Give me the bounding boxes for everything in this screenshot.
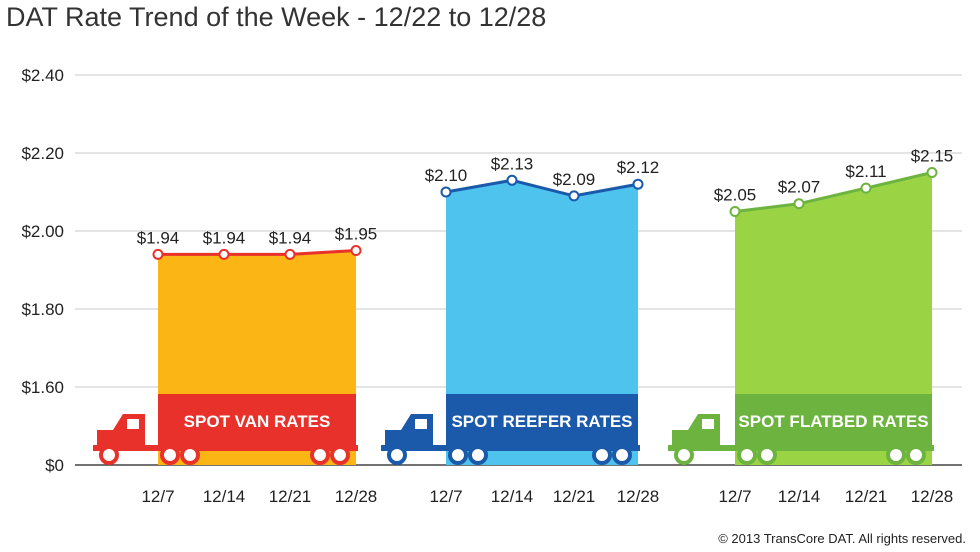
x-tick-label: 12/14 [778,487,821,506]
wheel-icon [592,445,612,465]
wheel-icon [160,445,180,465]
banner-label: SPOT REEFER RATES [451,412,632,431]
truck-icon [381,414,640,451]
data-label: $2.10 [425,166,468,185]
area-fill [735,172,932,465]
data-point [568,190,580,202]
copyright-notice: © 2013 TransCore DAT. All rights reserve… [718,531,966,546]
wheel-icon [180,445,200,465]
trailer-banner [446,394,638,447]
data-label: $2.11 [845,162,886,181]
wheel-icon [387,445,407,465]
x-tick-label: 12/21 [845,487,888,506]
x-tick-label: 12/14 [203,487,246,506]
x-tick-label: 12/21 [553,487,596,506]
banner-label: SPOT VAN RATES [184,412,331,431]
data-point [152,248,164,260]
data-point [926,167,938,178]
y-tick-label: $2.00 [21,222,64,241]
panel-reefer: $2.10 $2.13 $2.09 $2.12 12/7 12/14 12/21 12/28 S… [381,154,659,506]
wheel-icon [737,445,757,465]
data-label: $1.94 [137,228,180,247]
wheel-icon [674,445,694,465]
x-tick-label: 12/28 [617,487,660,506]
banner-label: SPOT FLATBED RATES [738,412,928,431]
data-label: $2.15 [911,147,954,166]
data-label: $1.94 [203,228,246,247]
data-point [218,248,230,260]
data-label: $2.13 [491,154,534,173]
y-tick-label: $2.20 [21,144,64,163]
wheel-icon [757,445,777,465]
trailer-banner [158,394,356,447]
wheel-icon [310,445,330,465]
data-label: $1.95 [335,225,378,244]
wheel-icon [612,445,632,465]
wheel-icon [906,445,926,465]
data-label: $2.07 [778,178,821,197]
trailer-banner [735,394,932,447]
data-label: $2.05 [714,186,757,205]
truck-icon [93,414,358,451]
x-tick-label: 12/7 [429,487,462,506]
series-line [445,178,639,198]
y-tick-label: $1.60 [21,378,64,397]
data-point [793,198,805,210]
data-label: $2.09 [553,170,596,189]
area-fill [446,180,638,466]
panel-flatbed: $2.05 $2.07 $2.11 $2.15 12/7 12/14 12/21 12/28 S… [668,147,954,506]
y-tick-label: $2.40 [21,66,64,85]
wheel-icon [886,445,906,465]
wheel-icon [468,445,488,465]
x-tick-label: 12/28 [335,487,378,506]
panel-van: $1.94 $1.94 $1.94 $1.95 12/7 12/14 12/21 12/28 S… [93,225,378,506]
y-tick-label: $1.80 [21,300,64,319]
data-point [284,248,296,260]
x-tick-label: 12/14 [491,487,534,506]
data-point [350,245,362,256]
chart-title: DAT Rate Trend of the Week - 12/22 to 12… [6,2,547,32]
wheel-icon [448,445,468,465]
data-point [506,174,518,186]
series-line [158,249,357,256]
data-point [632,178,644,190]
data-label: $2.12 [617,158,660,177]
wheel-icon [330,445,350,465]
x-tick-label: 12/21 [269,487,312,506]
data-point [860,182,872,194]
y-tick-label: $0 [45,456,64,475]
x-tick-label: 12/7 [718,487,751,506]
data-point [729,206,741,217]
data-point [440,186,452,198]
truck-icon [668,414,934,451]
wheel-icon [99,445,119,465]
x-tick-label: 12/7 [141,487,174,506]
x-tick-label: 12/28 [911,487,954,506]
series-line [734,171,933,213]
data-label: $1.94 [269,228,312,247]
